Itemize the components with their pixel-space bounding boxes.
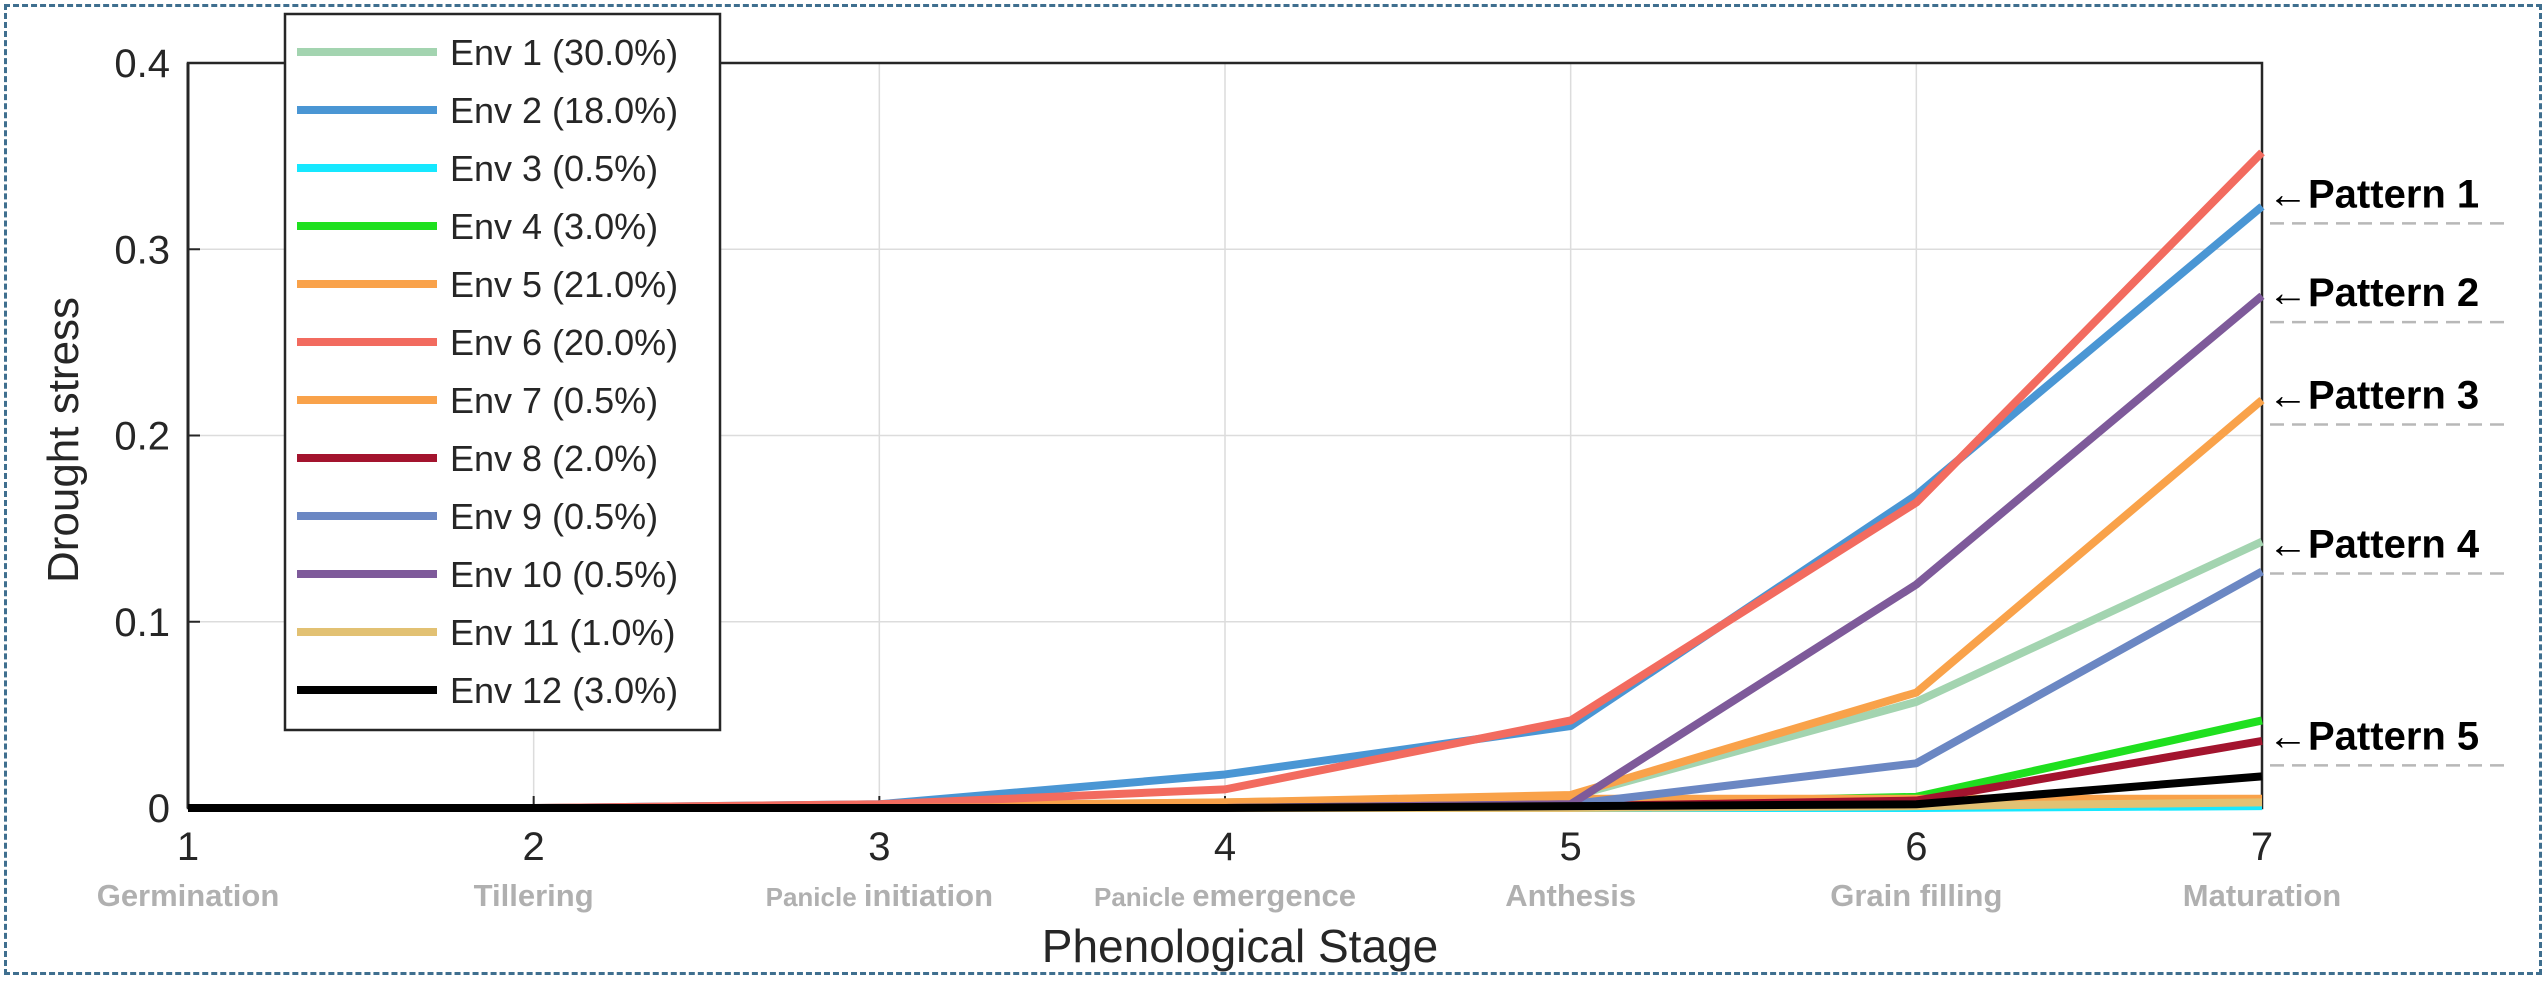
legend-label-env-4: Env 4 (3.0%)	[450, 206, 658, 247]
stage-label-prefix: Panicle	[1094, 882, 1192, 912]
y-tick-label: 0.4	[114, 42, 170, 86]
pattern-annotation: ←Pattern 4	[2268, 523, 2480, 567]
x-tick-label: 5	[1560, 825, 1582, 869]
stage-label: Panicle emergence	[1094, 878, 1356, 913]
pattern-label: Pattern 2	[2308, 271, 2479, 315]
pattern-arrow: ←	[2268, 523, 2308, 567]
stage-label: Grain filling	[1830, 878, 2002, 913]
series-lines	[188, 149, 2265, 812]
pattern-label: Pattern 4	[2308, 523, 2480, 567]
pattern-annotation: ←Pattern 2	[2268, 271, 2479, 315]
pattern-annotation: ←Pattern 5	[2268, 714, 2479, 758]
series-line-env-12	[188, 772, 2263, 812]
legend: Env 1 (30.0%) Env 2 (18.0%) Env 3 (0.5%) En…	[283, 12, 722, 732]
stage-label-name: Anthesis	[1505, 878, 1636, 913]
y-tick-label: 0	[148, 787, 170, 831]
figure-frame	[4, 4, 2542, 975]
stage-labels: Germination Tillering Panicle initiation Pa…	[97, 878, 2342, 913]
stage-label-name: Grain filling	[1830, 878, 2002, 913]
stage-label-name: Tillering	[474, 878, 594, 913]
pattern-arrow: ←	[2268, 271, 2308, 315]
stage-label: Tillering	[474, 878, 594, 913]
stage-label-name: Germination	[97, 878, 280, 913]
legend-label-env-9: Env 9 (0.5%)	[450, 496, 658, 537]
x-tick-label: 4	[1214, 825, 1236, 869]
tick-labels: 1 2 3 4 5 6 7 0 0.1 0.2 0.3 0.4	[114, 42, 2273, 869]
pattern-arrow: ←	[2268, 172, 2308, 216]
y-axis-label: Drought stress	[39, 297, 88, 583]
legend-label-env-12: Env 12 (3.0%)	[450, 670, 678, 711]
x-tick-label: 1	[177, 825, 199, 869]
pattern-arrow: ←	[2268, 714, 2308, 758]
stage-label: Germination	[97, 878, 280, 913]
legend-label-env-7: Env 7 (0.5%)	[450, 380, 658, 421]
stage-label: Panicle initiation	[766, 878, 993, 913]
pattern-annotation: ←Pattern 1	[2268, 172, 2479, 216]
pattern-annotations: ←Pattern 1←Pattern 2←Pattern 3←Pattern 4…	[2268, 172, 2512, 767]
stage-label: Maturation	[2183, 878, 2341, 913]
stage-label: Anthesis	[1505, 878, 1636, 913]
stage-label-prefix: Panicle	[766, 882, 864, 912]
stage-label-name: Maturation	[2183, 878, 2341, 913]
pattern-arrow: ←	[2268, 374, 2308, 418]
stage-label-name: initiation	[864, 878, 993, 913]
x-tick-label: 2	[523, 825, 545, 869]
x-tick-label: 3	[868, 825, 890, 869]
y-tick-label: 0.2	[114, 415, 170, 459]
legend-label-env-8: Env 8 (2.0%)	[450, 438, 658, 479]
pattern-annotation: ←Pattern 3	[2268, 374, 2479, 418]
legend-label-env-3: Env 3 (0.5%)	[450, 148, 658, 189]
legend-label-env-10: Env 10 (0.5%)	[450, 554, 678, 595]
legend-label-env-2: Env 2 (18.0%)	[450, 90, 678, 131]
pattern-label: Pattern 1	[2308, 172, 2479, 216]
legend-label-env-11: Env 11 (1.0%)	[450, 612, 675, 653]
legend-label-env-1: Env 1 (30.0%)	[450, 32, 678, 73]
y-tick-label: 0.3	[114, 228, 170, 272]
x-tick-label: 7	[2251, 825, 2273, 869]
stage-label-name: emergence	[1192, 878, 1356, 913]
pattern-label: Pattern 5	[2308, 714, 2479, 758]
pattern-label: Pattern 3	[2308, 374, 2479, 418]
x-tick-label: 6	[1905, 825, 1927, 869]
legend-box	[283, 12, 722, 732]
legend-label-env-6: Env 6 (20.0%)	[450, 322, 678, 363]
legend-label-env-5: Env 5 (21.0%)	[450, 264, 678, 305]
x-axis-label: Phenological Stage	[1042, 920, 1438, 972]
y-tick-label: 0.1	[114, 601, 170, 645]
